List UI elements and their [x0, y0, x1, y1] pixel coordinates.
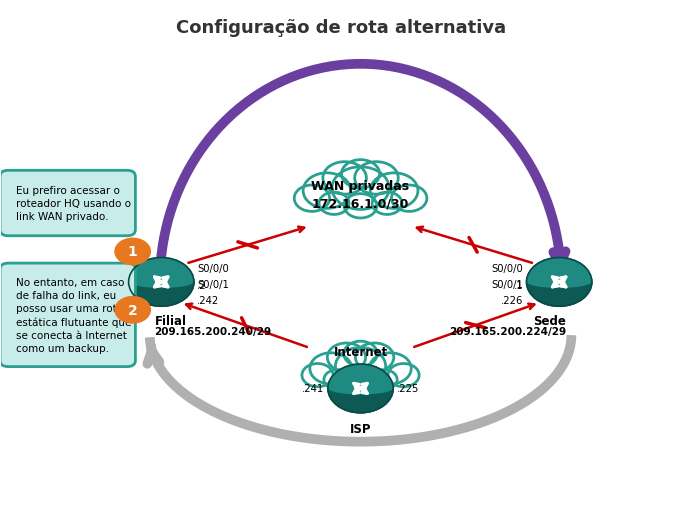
Text: S0/0/0: S0/0/0: [197, 264, 229, 274]
Polygon shape: [527, 282, 592, 306]
Text: .226: .226: [501, 296, 523, 306]
Text: 172.16.1.0/30: 172.16.1.0/30: [312, 197, 409, 210]
Text: S0/0/1: S0/0/1: [491, 279, 523, 290]
Text: Configuração de rota alternativa: Configuração de rota alternativa: [176, 19, 507, 37]
Text: Internet: Internet: [333, 345, 388, 358]
Circle shape: [128, 258, 194, 306]
Text: ISP: ISP: [350, 422, 372, 435]
Circle shape: [115, 297, 150, 323]
Circle shape: [328, 364, 393, 413]
Text: No entanto, em caso
de falha do link, eu
posso usar uma rota
estática flutuante : No entanto, em caso de falha do link, eu…: [16, 277, 132, 354]
Text: 209.165.200.240/29: 209.165.200.240/29: [154, 326, 272, 336]
Text: Sede: Sede: [533, 314, 566, 327]
Text: WAN privadas: WAN privadas: [311, 180, 410, 192]
Text: .225: .225: [397, 384, 419, 393]
FancyBboxPatch shape: [0, 171, 135, 236]
Circle shape: [115, 239, 150, 265]
Text: .1: .1: [514, 280, 523, 290]
Text: Eu prefiro acessar o
roteador HQ usando o
link WAN privado.: Eu prefiro acessar o roteador HQ usando …: [16, 185, 131, 222]
Text: .2: .2: [197, 280, 207, 290]
Text: .241: .241: [303, 384, 324, 393]
Text: 1: 1: [128, 245, 137, 259]
Text: S0/0/0: S0/0/0: [491, 264, 523, 274]
Polygon shape: [328, 389, 393, 413]
Text: Filial: Filial: [154, 314, 186, 327]
Text: 209.165.200.224/29: 209.165.200.224/29: [449, 326, 566, 336]
Ellipse shape: [328, 381, 393, 394]
Polygon shape: [128, 282, 194, 306]
Ellipse shape: [527, 274, 592, 288]
Text: 2: 2: [128, 303, 137, 317]
Ellipse shape: [128, 274, 194, 288]
FancyBboxPatch shape: [0, 264, 135, 367]
Text: .242: .242: [197, 296, 219, 306]
Text: S0/0/1: S0/0/1: [197, 279, 229, 290]
Circle shape: [527, 258, 592, 306]
